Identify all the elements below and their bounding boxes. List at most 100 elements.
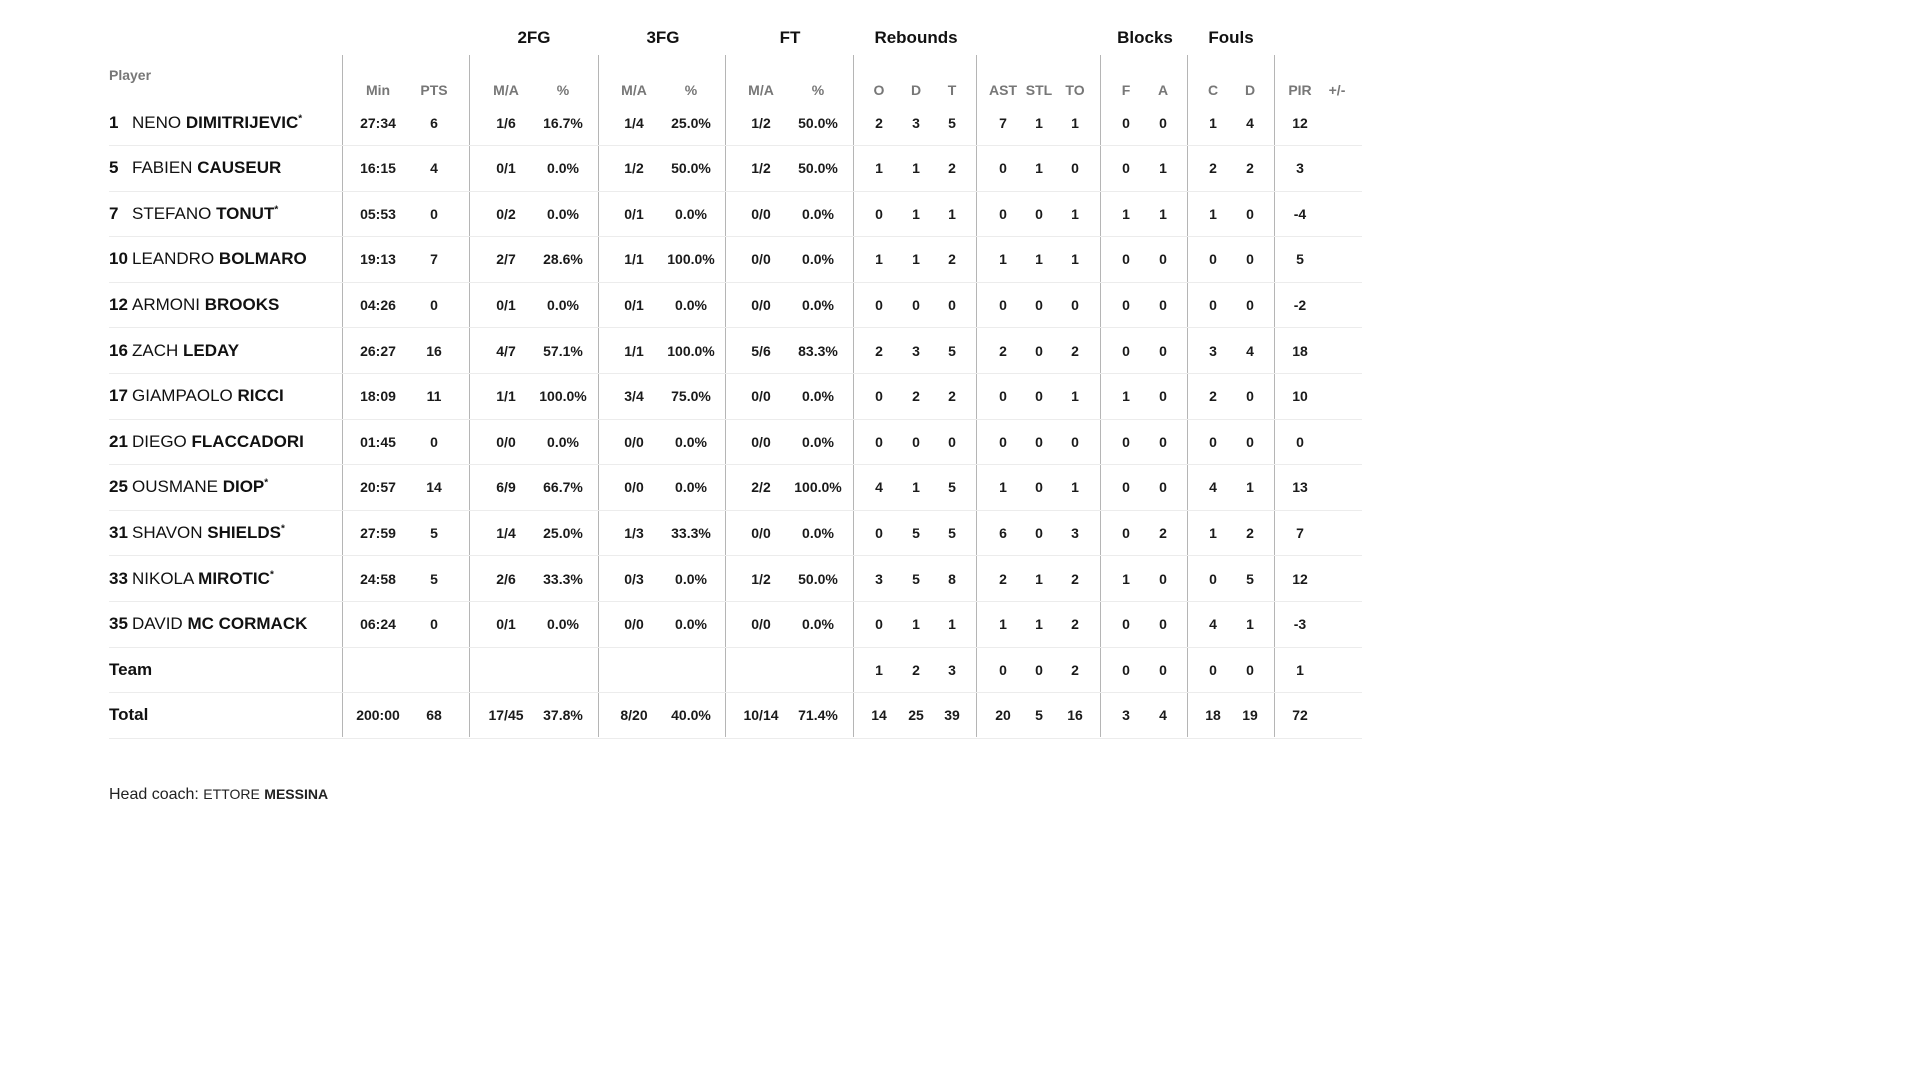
stat-2fg-ma: 2/6 (496, 570, 516, 587)
stat-3fg-pct: 100.0% (667, 251, 715, 268)
stat-2fg-ma: 1/4 (496, 524, 516, 541)
column-header-foul-d: D (1244, 82, 1256, 98)
stat-3fg-pct: 0.0% (675, 570, 707, 587)
player-column-header: Player (109, 67, 152, 83)
column-header-ast: AST (989, 82, 1017, 98)
player-first-name: NENO (132, 112, 182, 132)
player-name: 25 OUSMANE DIOP* (109, 477, 268, 497)
player-number: 16 (109, 340, 128, 360)
stat-foul-c: 1 (1209, 205, 1217, 222)
stat-pir: 13 (1292, 479, 1308, 496)
stat-ast: 0 (999, 205, 1007, 222)
stat-stl: 1 (1035, 114, 1043, 131)
stat-stl: 1 (1035, 570, 1043, 587)
player-row: 7 STEFANO TONUT* 05:53 0 0/2 0.0% 0/1 0.0% 0/0 0.… (109, 191, 1362, 238)
stat-blk-a: 0 (1159, 479, 1167, 496)
stat-pir: 72 (1292, 707, 1308, 724)
player-first-name: LEANDRO (132, 249, 215, 269)
stat-pir: 3 (1296, 160, 1304, 177)
player-first-name: FABIEN (132, 158, 193, 178)
stat-2fg-pct: 0.0% (547, 616, 579, 633)
column-divider (469, 55, 470, 737)
stat-blk-f: 1 (1122, 570, 1130, 587)
stat-stl: 0 (1035, 524, 1043, 541)
player-first-name: GIAMPAOLO (132, 386, 233, 406)
head-coach: Head coach: ETTORE MESSINA (109, 786, 328, 804)
player-name: 33 NIKOLA MIROTIC* (109, 569, 274, 589)
stat-reb-t: 2 (948, 251, 956, 268)
stat-reb-t: 5 (948, 524, 956, 541)
stat-stl: 0 (1035, 388, 1043, 405)
player-number: 33 (109, 568, 128, 588)
stat-foul-d: 4 (1246, 342, 1254, 359)
column-divider (1274, 55, 1275, 737)
stat-blk-a: 0 (1159, 342, 1167, 359)
stat-ft-pct: 50.0% (798, 570, 838, 587)
stat-3fg-pct: 0.0% (675, 616, 707, 633)
stat-min: 06:24 (360, 616, 396, 633)
stat-foul-c: 18 (1205, 707, 1221, 724)
stat-foul-c: 3 (1209, 342, 1217, 359)
player-name: 10 LEANDRO BOLMARO (109, 249, 307, 269)
column-header-min: Min (365, 82, 391, 98)
stat-ft-pct: 83.3% (798, 342, 838, 359)
stat-pir: 18 (1292, 342, 1308, 359)
stat-3fg-ma: 0/0 (624, 616, 644, 633)
starter-marker: * (274, 204, 279, 216)
stat-reb-d: 3 (912, 342, 920, 359)
stat-min: 05:53 (360, 205, 396, 222)
stat-reb-o: 2 (875, 342, 883, 359)
stat-3fg-pct: 100.0% (667, 342, 715, 359)
stat-reb-t: 2 (948, 388, 956, 405)
stat-reb-d: 5 (912, 524, 920, 541)
stat-reb-o: 0 (875, 205, 883, 222)
player-number: 7 (109, 203, 119, 223)
stat-reb-o: 0 (875, 524, 883, 541)
stat-2fg-pct: 100.0% (539, 388, 587, 405)
group-header: Rebounds (874, 28, 958, 47)
stat-2fg-pct: 25.0% (543, 524, 583, 541)
stat-to: 2 (1071, 342, 1079, 359)
stat-reb-d: 0 (912, 433, 920, 450)
starter-marker: * (280, 523, 285, 535)
stat-ft-pct: 0.0% (802, 251, 834, 268)
head-coach-last-name: MESSINA (264, 786, 329, 802)
player-row: 5 FABIEN CAUSEUR 16:15 4 0/1 0.0% 1/2 50.0% 1/2 5… (109, 146, 1362, 192)
player-name: 17 GIAMPAOLO RICCI (109, 386, 284, 406)
stat-ft-ma: 0/0 (751, 433, 771, 450)
stat-reb-o: 2 (875, 114, 883, 131)
column-header-blk-f: F (1121, 82, 1131, 98)
stat-3fg-ma: 1/2 (624, 160, 644, 177)
stat-reb-o: 1 (875, 251, 883, 268)
player-first-name: DIEGO (132, 431, 187, 451)
player-last-name: BOLMARO (218, 249, 307, 269)
stat-foul-c: 0 (1209, 570, 1217, 587)
group-header: FT (779, 28, 801, 47)
stat-foul-d: 0 (1246, 433, 1254, 450)
stat-foul-d: 2 (1246, 160, 1254, 177)
column-divider (1100, 55, 1101, 737)
stat-foul-d: 1 (1246, 479, 1254, 496)
team-row: Team 1 2 3 0 0 2 0 0 0 0 1 (109, 647, 1362, 694)
stat-blk-f: 1 (1122, 205, 1130, 222)
stat-blk-a: 2 (1159, 524, 1167, 541)
column-header-foul-c: C (1207, 82, 1219, 98)
stat-min: 19:13 (360, 251, 396, 268)
stat-foul-d: 2 (1246, 524, 1254, 541)
player-name: 7 STEFANO TONUT* (109, 204, 278, 224)
stat-blk-a: 0 (1159, 661, 1167, 678)
stat-blk-a: 1 (1159, 205, 1167, 222)
stat-reb-t: 1 (948, 616, 956, 633)
stat-3fg-ma: 0/1 (624, 205, 644, 222)
column-header-pts: PTS (420, 82, 448, 98)
stat-to: 3 (1071, 524, 1079, 541)
stat-2fg-ma: 1/1 (496, 388, 516, 405)
stat-min: 16:15 (360, 160, 396, 177)
stat-ft-ma: 1/2 (751, 160, 771, 177)
stat-3fg-ma: 0/1 (624, 296, 644, 313)
stat-ast: 0 (999, 160, 1007, 177)
stat-pts: 14 (426, 479, 442, 496)
stat-blk-f: 0 (1122, 479, 1130, 496)
player-number: 35 (109, 614, 128, 634)
stat-3fg-ma: 0/0 (624, 479, 644, 496)
